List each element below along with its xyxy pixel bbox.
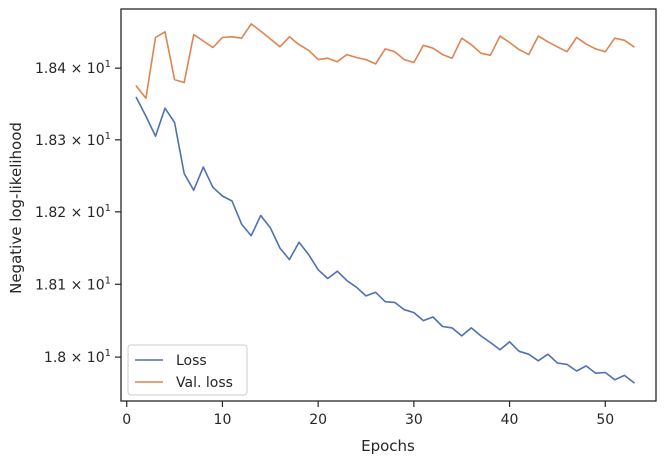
x-axis-label: Epochs — [361, 437, 415, 455]
legend: Loss Val. loss — [127, 344, 248, 396]
x-tick-label: 10 — [214, 412, 232, 428]
y-axis-ticks: 1.8 × 101 1.81 × 101 1.82 × 101 1.83 × 101 1… — [35, 59, 121, 366]
series-line-loss — [135, 96, 635, 384]
plot-frame — [120, 8, 657, 402]
series-layer — [135, 23, 635, 384]
legend-label-val-loss: Val. loss — [176, 375, 233, 391]
y-tick-label: 1.84 × 101 — [35, 59, 111, 77]
y-tick-label: 1.81 × 101 — [35, 275, 111, 293]
x-tick-label: 50 — [596, 412, 614, 428]
x-tick-label: 20 — [309, 412, 327, 428]
x-tick-label: 30 — [405, 412, 423, 428]
y-tick-label: 1.82 × 101 — [35, 203, 111, 221]
y-tick-label: 1.8 × 101 — [44, 348, 111, 366]
legend-label-loss: Loss — [176, 353, 207, 369]
series-line-val-loss — [135, 23, 635, 99]
y-axis-label: Negative log-likelihood — [7, 122, 25, 294]
x-axis-ticks: 0 10 20 30 40 50 — [122, 401, 614, 428]
y-tick-label: 1.83 × 101 — [35, 131, 111, 149]
x-tick-label: 0 — [122, 412, 131, 428]
x-tick-label: 40 — [501, 412, 519, 428]
